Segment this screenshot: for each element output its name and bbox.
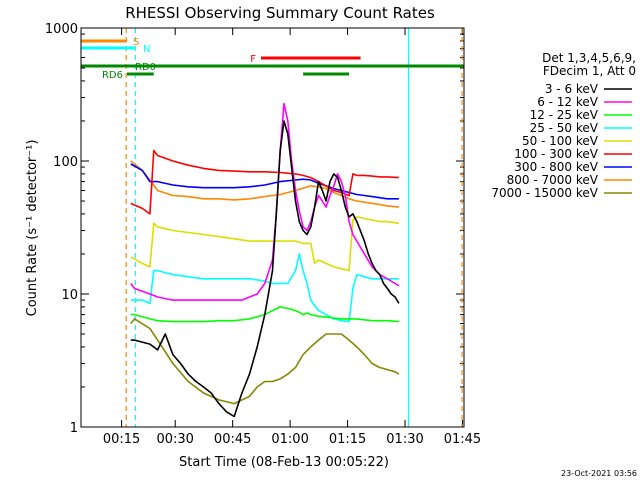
state-bar-label: S xyxy=(133,37,139,48)
series-line xyxy=(130,149,399,215)
x-tick-label: 01:45 xyxy=(444,432,481,447)
x-tick-label: 00:45 xyxy=(214,432,251,447)
series-line xyxy=(130,216,400,272)
state-bar-label: N xyxy=(143,44,150,55)
legend-label: 3 - 6 keV xyxy=(545,82,599,96)
state-bar-label: RD0 xyxy=(135,62,156,73)
x-tick-label: 01:15 xyxy=(329,432,366,447)
x-tick-label: 00:15 xyxy=(103,432,140,447)
series-line xyxy=(130,306,399,323)
y-tick-label: 10 xyxy=(61,288,78,303)
state-bar-label: RD6 xyxy=(102,70,123,81)
series-line xyxy=(130,120,400,418)
legend-label: 300 - 800 keV xyxy=(514,160,598,174)
x-tick-label: 01:30 xyxy=(386,432,423,447)
series-lines xyxy=(130,102,400,418)
vertical-markers xyxy=(125,28,463,427)
legend-label: 6 - 12 keV xyxy=(537,95,599,109)
y-axis-label: Count Rate (s⁻¹ detector⁻¹) xyxy=(25,140,40,317)
chart-title: RHESSI Observing Summary Count Rates xyxy=(125,4,435,22)
series-line xyxy=(130,253,399,323)
timestamp: 23-Oct-2021 03:56 xyxy=(561,469,637,478)
legend: Det 1,3,4,5,6,9,FDecim 1, Att 0 3 - 6 keV… xyxy=(491,51,636,200)
state-bars: SN F RD0 RD6 xyxy=(81,37,464,81)
x-tick-label: 00:30 xyxy=(156,432,193,447)
y-tick-label: 1 xyxy=(70,421,78,436)
legend-label: 25 - 50 keV xyxy=(530,121,599,135)
legend-label: 12 - 25 keV xyxy=(530,108,599,122)
state-bar-label: F xyxy=(250,54,256,65)
x-axis-label: Start Time (08-Feb-13 00:05:22) xyxy=(179,455,389,470)
axis-ticks: 00:15 00:30 00:45 01:00 01:15 01:30 01:45 1 10 10… xyxy=(45,22,481,447)
series-line xyxy=(130,163,399,200)
plot-frame xyxy=(80,27,465,428)
series-line xyxy=(130,102,400,301)
series-line xyxy=(130,318,400,405)
x-tick-label: 01:00 xyxy=(271,432,308,447)
legend-header: FDecim 1, Att 0 xyxy=(543,64,636,78)
legend-header: Det 1,3,4,5,6,9, xyxy=(542,51,636,65)
legend-label: 7000 - 15000 keV xyxy=(491,186,598,200)
y-tick-label: 100 xyxy=(53,155,78,170)
legend-label: 50 - 100 keV xyxy=(522,134,599,148)
legend-label: 800 - 7000 keV xyxy=(507,173,599,187)
y-tick-label: 1000 xyxy=(45,22,78,37)
legend-label: 100 - 300 keV xyxy=(514,147,598,161)
